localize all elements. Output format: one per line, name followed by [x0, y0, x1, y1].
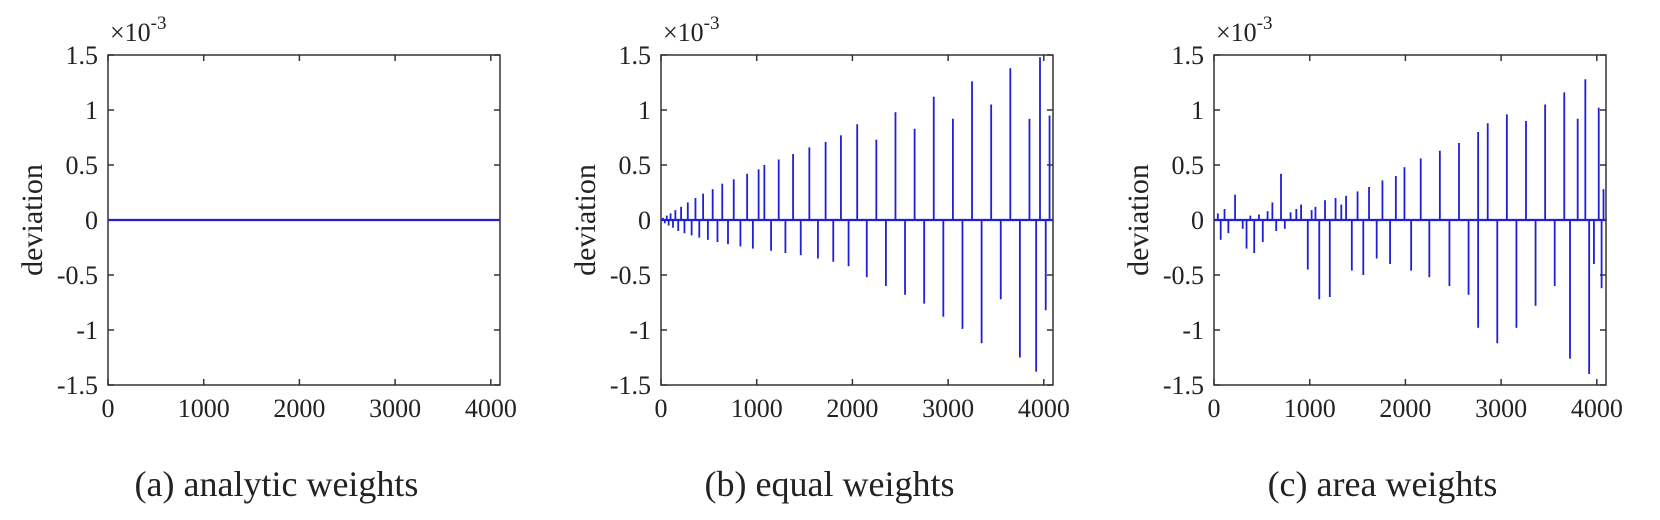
chart-panel-c: -1.5 -1 -0.5 0 0.5 1 1.5 0 1000 2000 3000 4000 ×10-3…: [1106, 0, 1659, 520]
x-tick-label: 0: [1208, 394, 1221, 423]
scale-multiplier: ×10-3: [1216, 13, 1273, 47]
x-tick-label: 4000: [1571, 394, 1623, 423]
chart-panel-b: -1.5 -1 -0.5 0 0.5 1 1.5 0 1000 2000 3000 4000 ×10-3…: [553, 0, 1106, 520]
y-tick-label: -0.5: [57, 261, 98, 290]
scale-multiplier: ×10-3: [663, 13, 720, 47]
y-tick-label: 1.5: [619, 41, 652, 70]
chart-caption: (b) equal weights: [704, 464, 955, 504]
scale-exponent: -3: [1257, 13, 1273, 34]
y-tick-label: -1: [1182, 316, 1204, 345]
y-tick-label: -1: [629, 316, 651, 345]
chart-b: -1.5 -1 -0.5 0 0.5 1 1.5 0 1000 2000 3000 4000 ×10-3…: [569, 13, 1070, 423]
y-tick-label: 1: [85, 96, 98, 125]
y-tick-label: -1.5: [1163, 371, 1204, 400]
y-tick-label: -1.5: [610, 371, 651, 400]
y-tick-label: 1.5: [1172, 41, 1205, 70]
y-tick-label: 0.5: [619, 151, 652, 180]
y-tick-label: 0: [85, 206, 98, 235]
x-tick-label: 2000: [826, 394, 878, 423]
y-axis-label: deviation: [569, 164, 602, 276]
scale-exponent: -3: [151, 13, 167, 34]
x-tick-label: 3000: [1475, 394, 1527, 423]
x-tick-label: 1000: [731, 394, 783, 423]
y-tick-label: -0.5: [610, 261, 651, 290]
y-tick-label: -1.5: [57, 371, 98, 400]
chart-c: -1.5 -1 -0.5 0 0.5 1 1.5 0 1000 2000 3000 4000 ×10-3…: [1122, 13, 1623, 423]
y-tick-label: 1: [1191, 96, 1204, 125]
y-tick-label: 1.5: [66, 41, 99, 70]
x-tick-label: 4000: [465, 394, 517, 423]
scale-multiplier: ×10-3: [110, 13, 167, 47]
chart-caption: (a) analytic weights: [134, 464, 419, 504]
y-tick-label: 0.5: [66, 151, 99, 180]
x-tick-label: 1000: [1284, 394, 1336, 423]
chart-a: -1.5 -1 -0.5 0 0.5 1 1.5 0 1000 2000 3000 4000 ×10-3…: [16, 13, 517, 423]
x-tick-label: 2000: [273, 394, 325, 423]
x-tick-label: 2000: [1379, 394, 1431, 423]
y-tick-label: -1: [76, 316, 98, 345]
y-tick-label: 0: [638, 206, 651, 235]
y-tick-label: 0.5: [1172, 151, 1205, 180]
y-tick-label: 1: [638, 96, 651, 125]
x-tick-label: 0: [655, 394, 668, 423]
chart-caption: (c) area weights: [1267, 464, 1498, 504]
x-tick-label: 4000: [1018, 394, 1070, 423]
y-axis-label: deviation: [16, 164, 49, 276]
x-tick-label: 3000: [922, 394, 974, 423]
y-tick-label: 0: [1191, 206, 1204, 235]
scale-exponent: -3: [704, 13, 720, 34]
y-axis-label: deviation: [1122, 164, 1155, 276]
x-tick-label: 1000: [178, 394, 230, 423]
y-tick-label: -0.5: [1163, 261, 1204, 290]
x-tick-label: 3000: [369, 394, 421, 423]
chart-panel-a: -1.5 -1 -0.5 0 0.5 1 1.5 0 1000 2000 3000 4000 ×10-3…: [0, 0, 553, 520]
x-tick-label: 0: [102, 394, 115, 423]
